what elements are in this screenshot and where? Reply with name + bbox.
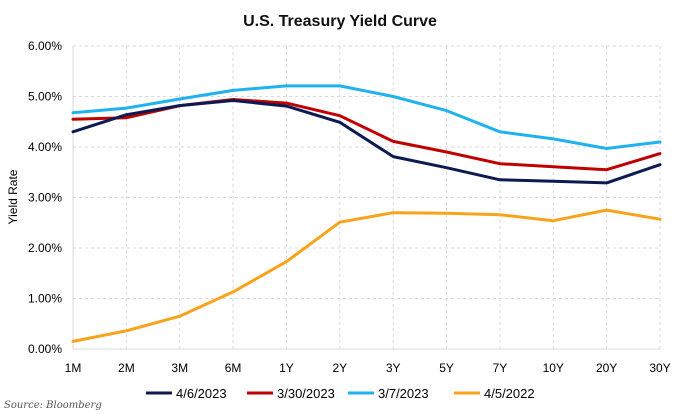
series-line-4: [71, 208, 662, 343]
x-tick-label: 7Y: [493, 361, 508, 375]
x-axis-ticks: 1M 2M 3M 6M 1Y 2Y 3Y 5Y 7Y 10Y 20Y 30Y: [65, 361, 671, 375]
y-tick-label: 0.00%: [28, 342, 62, 356]
x-tick-label: 5Y: [439, 361, 454, 375]
y-axis-label: Yield Rate: [6, 169, 20, 224]
x-tick-label: 2M: [118, 361, 135, 375]
chart-title: U.S. Treasury Yield Curve: [243, 13, 437, 30]
x-tick-label: 3Y: [386, 361, 401, 375]
x-tick-label: 20Y: [596, 361, 617, 375]
gridlines: [72, 45, 661, 350]
legend: 4/6/2023 3/30/2023 3/7/2023 4/5/2022: [146, 386, 535, 401]
legend-label-4: 4/5/2022: [484, 386, 535, 401]
x-tick-label: 6M: [225, 361, 242, 375]
legend-label-3: 3/7/2023: [378, 386, 429, 401]
legend-label-1: 4/6/2023: [176, 386, 227, 401]
series-line-3: [71, 84, 662, 150]
source-note: Source: Bloomberg: [4, 400, 102, 411]
y-tick-label: 5.00%: [28, 90, 62, 104]
x-tick-label: 1Y: [279, 361, 294, 375]
x-tick-label: 10Y: [543, 361, 564, 375]
series-line-1: [71, 99, 662, 185]
y-tick-label: 1.00%: [28, 292, 62, 306]
y-axis-ticks: 0.00% 1.00% 2.00% 3.00% 4.00% 5.00% 6.00%: [28, 39, 62, 356]
x-tick-label: 3M: [171, 361, 188, 375]
y-tick-label: 4.00%: [28, 140, 62, 154]
series-lines: [71, 84, 662, 343]
x-tick-label: 2Y: [332, 361, 347, 375]
y-tick-label: 6.00%: [28, 39, 62, 53]
y-tick-label: 2.00%: [28, 241, 62, 255]
y-tick-label: 3.00%: [28, 191, 62, 205]
x-tick-label: 30Y: [649, 361, 670, 375]
x-tick-label: 1M: [65, 361, 82, 375]
legend-label-2: 3/30/2023: [277, 386, 335, 401]
